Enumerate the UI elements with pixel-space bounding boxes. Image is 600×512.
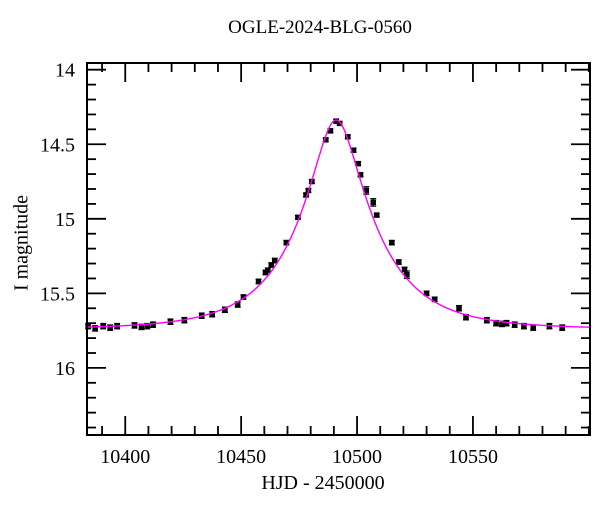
data-point xyxy=(209,311,215,317)
x-axis-label: HJD - 2450000 xyxy=(261,472,384,495)
data-point xyxy=(272,257,278,264)
data-point xyxy=(333,118,339,124)
data-point xyxy=(144,323,151,329)
y-axis-label-text: I magnitude xyxy=(10,194,33,292)
data-point xyxy=(85,323,91,329)
data-point xyxy=(350,147,357,153)
data-point xyxy=(463,314,469,320)
y-tick-label: 14 xyxy=(55,60,75,82)
x-tick-label: 10550 xyxy=(448,446,498,468)
data-point xyxy=(373,212,380,218)
data-point xyxy=(303,192,309,198)
y-axis-label: I magnitude xyxy=(11,195,34,291)
data-point xyxy=(396,259,402,265)
data-point xyxy=(389,239,395,246)
data-point xyxy=(431,296,438,303)
data-point xyxy=(493,320,499,326)
x-tick-label: 10450 xyxy=(216,446,266,468)
data-point xyxy=(423,290,430,297)
y-tick-label: 15 xyxy=(55,209,75,231)
data-point xyxy=(530,324,536,331)
data-point xyxy=(150,321,156,328)
data-point xyxy=(255,278,262,285)
data-point xyxy=(107,324,113,331)
data-point xyxy=(92,325,98,332)
data-point xyxy=(559,324,565,331)
chart-title-text: OGLE-2024-BLG-0560 xyxy=(228,17,412,38)
x-tick-label: 10500 xyxy=(332,446,382,468)
data-point xyxy=(363,187,370,194)
data-point xyxy=(234,301,241,308)
data-point xyxy=(265,267,271,273)
data-point xyxy=(268,262,275,268)
data-point xyxy=(499,321,505,327)
x-axis-label-text: HJD - 2450000 xyxy=(261,472,385,494)
y-tick-label: 15.5 xyxy=(40,283,75,305)
data-point xyxy=(138,324,145,330)
data-point xyxy=(503,320,510,326)
data-point xyxy=(521,323,527,329)
data-point xyxy=(401,266,408,273)
y-tick-label: 16 xyxy=(55,358,75,380)
data-point xyxy=(511,321,518,328)
data-point xyxy=(345,134,351,140)
data-point xyxy=(327,128,334,134)
y-tick-label: 14.5 xyxy=(40,134,75,156)
data-point xyxy=(357,172,364,178)
data-point xyxy=(295,214,301,221)
data-point xyxy=(283,239,290,246)
data-point xyxy=(404,271,410,278)
x-tick-label: 10400 xyxy=(100,446,150,468)
data-point xyxy=(336,120,343,127)
model-curve xyxy=(87,119,590,328)
data-point xyxy=(222,307,228,313)
data-point xyxy=(323,137,329,143)
chart-title: OGLE-2024-BLG-0560 xyxy=(228,17,412,39)
data-point xyxy=(240,294,247,300)
data-point xyxy=(355,160,361,167)
data-point xyxy=(456,305,462,312)
data-point xyxy=(370,199,377,206)
